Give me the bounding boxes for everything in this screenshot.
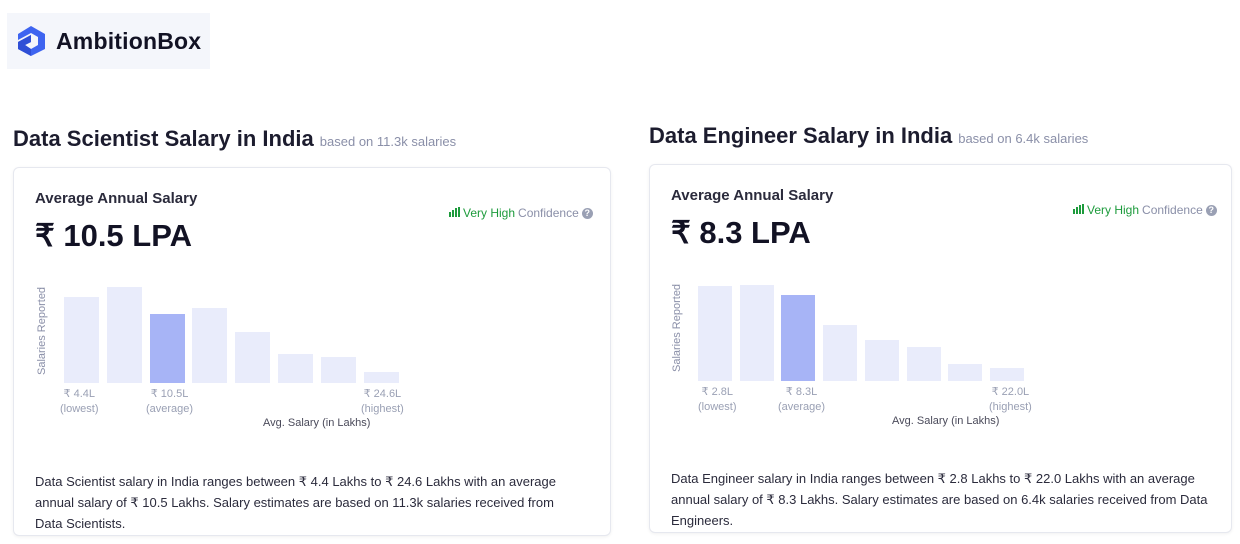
histogram-bar[interactable] — [363, 372, 399, 383]
confidence-level: Very High — [1087, 203, 1140, 217]
average-salary-label: Average Annual Salary — [35, 190, 198, 207]
histogram-bar[interactable] — [278, 354, 313, 383]
ambitionbox-logo-icon — [18, 26, 45, 56]
histogram-bar[interactable] — [948, 364, 983, 381]
histogram-bar[interactable] — [320, 357, 356, 383]
section-title-data-scientist: Data Scientist Salary in India based on 1… — [13, 126, 456, 152]
y-axis-label: Salaries Reported — [671, 283, 683, 372]
confidence-indicator[interactable]: Very High Confidence ? — [1073, 203, 1217, 217]
histogram-bar[interactable] — [192, 308, 228, 383]
tick-highest: ₹ 22.0L (highest) — [989, 386, 1032, 413]
average-salary-value: ₹ 10.5 LPA — [35, 218, 192, 253]
histogram-bar-average[interactable] — [781, 295, 816, 381]
section-title-data-engineer: Data Engineer Salary in India based on 6.… — [649, 123, 1088, 149]
signal-bars-icon — [449, 206, 460, 220]
help-icon[interactable]: ? — [1205, 204, 1217, 216]
confidence-level: Very High — [463, 206, 516, 220]
confidence-indicator[interactable]: Very High Confidence ? — [449, 206, 593, 220]
brand-name: AmbitionBox — [56, 27, 202, 54]
histogram-bar[interactable] — [864, 340, 899, 381]
salary-description: Data Scientist salary in India ranges be… — [35, 474, 556, 531]
histogram-bar[interactable] — [989, 368, 1024, 381]
x-axis-label: Avg. Salary (in Lakhs) — [892, 415, 1000, 427]
salary-description: Data Engineer salary in India ranges bet… — [671, 471, 1208, 528]
average-salary-label: Average Annual Salary — [671, 187, 834, 204]
tick-lowest: ₹ 4.4L (lowest) — [60, 388, 99, 415]
section-title: Data Scientist Salary in India — [13, 126, 314, 151]
histogram-bar[interactable] — [739, 285, 774, 381]
confidence-word: Confidence — [518, 206, 579, 220]
histogram-bar[interactable] — [64, 297, 99, 383]
signal-bars-icon — [1073, 203, 1084, 217]
based-on-count: based on 6.4k salaries — [958, 131, 1089, 146]
confidence-word: Confidence — [1142, 203, 1203, 217]
tick-lowest: ₹ 2.8L (lowest) — [698, 386, 737, 413]
salary-card-data-engineer: Average Annual Salary ₹ 8.3 LPA Very Hig… — [649, 164, 1232, 533]
ambitionbox-logo[interactable]: AmbitionBox — [7, 13, 210, 69]
help-icon[interactable]: ? — [581, 207, 593, 219]
tick-average: ₹ 10.5L (average) — [146, 388, 194, 415]
salary-card-data-scientist: Average Annual Salary ₹ 10.5 LPA Very Hi… — [13, 167, 611, 536]
tick-average: ₹ 8.3L (average) — [778, 386, 826, 413]
histogram-bar[interactable] — [906, 347, 941, 381]
histogram-bar[interactable] — [106, 287, 142, 383]
tick-highest: ₹ 24.6L (highest) — [361, 388, 404, 415]
histogram-bar[interactable] — [698, 286, 732, 381]
histogram-bar[interactable] — [823, 325, 858, 381]
x-axis-label: Avg. Salary (in Lakhs) — [263, 417, 371, 429]
average-salary-value: ₹ 8.3 LPA — [671, 215, 811, 250]
based-on-count: based on 11.3k salaries — [319, 134, 457, 149]
section-title: Data Engineer Salary in India — [649, 123, 953, 148]
y-axis-label: Salaries Reported — [36, 286, 48, 375]
histogram-bar[interactable] — [235, 332, 271, 383]
histogram-bar-average[interactable] — [149, 314, 185, 383]
